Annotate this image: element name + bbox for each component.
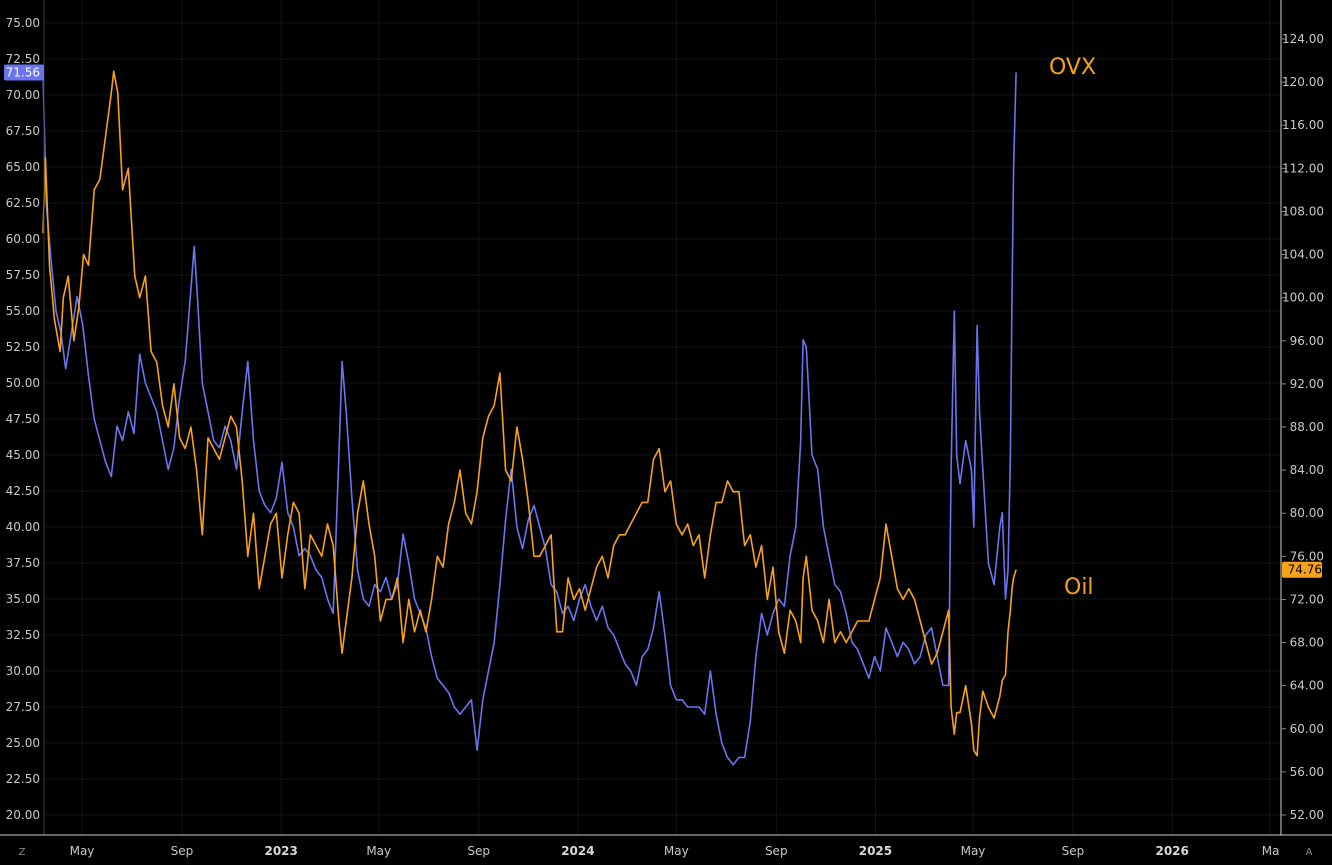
left-tick-label: 55.00 [6,304,40,318]
left-tick-label: 40.00 [6,520,40,534]
left-tick-label: 22.50 [6,772,40,786]
right-tick-label: 100.00 [1282,291,1324,305]
x-tick-label: May [70,844,95,858]
right-tick-label: 68.00 [1290,636,1324,650]
left-tick-label: 42.50 [6,484,40,498]
right-tick-label: 60.00 [1290,722,1324,736]
corner-label-a[interactable]: A [1306,847,1313,858]
time-axis-ticks: May Sep 2023 May Sep 2024 May Sep 2025 May Sep 2026… [70,844,1280,858]
left-tick-label: 72.50 [6,52,40,66]
x-tick-label: Sep [765,844,788,858]
series-line-oil [42,70,1017,757]
x-tick-label: Sep [171,844,194,858]
right-tick-label: 108.00 [1282,204,1324,218]
right-tick-label: 84.00 [1290,463,1324,477]
left-tick-label: 65.00 [6,160,40,174]
right-axis-ticks: 52.00 56.00 60.00 64.00 68.00 72.00 76.00 80.00… [1281,32,1324,822]
left-tick-label: 62.50 [6,196,40,210]
right-tick-label: 124.00 [1282,32,1324,46]
last-value-badge-ovx [4,64,44,81]
right-tick-label: 112.00 [1282,161,1324,175]
annotation-ovx: OVX [1049,55,1096,80]
left-axis-ticks: 20.00 22.50 25.00 27.50 30.00 32.50 35.00 37.50… [6,16,40,822]
annotation-oil: Oil [1064,575,1094,600]
right-tick-label: 92.00 [1290,377,1324,391]
right-tick-label: 104.00 [1282,248,1324,262]
left-tick-label: 52.50 [6,340,40,354]
x-tick-label: Sep [1062,844,1085,858]
right-tick-label: 56.00 [1290,765,1324,779]
last-value-badge-oil [1282,561,1322,578]
left-tick-label: 20.00 [6,808,40,822]
right-tick-label: 96.00 [1290,334,1324,348]
x-tick-label: 2023 [264,844,297,858]
last-value-badges: 71.56 74.76 [4,64,1322,578]
left-tick-label: 50.00 [6,376,40,390]
x-tick-label: 2025 [859,844,892,858]
right-tick-label: 120.00 [1282,75,1324,89]
left-tick-label: 70.00 [6,88,40,102]
x-tick-label: May [664,844,689,858]
right-tick-label: 116.00 [1282,118,1324,132]
left-tick-label: 25.00 [6,736,40,750]
left-tick-label: 60.00 [6,232,40,246]
left-tick-label: 32.50 [6,628,40,642]
left-tick-label: 27.50 [6,700,40,714]
right-tick-label: 76.00 [1290,549,1324,563]
x-tick-label: 2026 [1155,844,1188,858]
left-tick-label: 57.50 [6,268,40,282]
grid [44,0,1281,835]
x-tick-label: Ma [1262,844,1280,858]
left-tick-label: 67.50 [6,124,40,138]
corner-label-z[interactable]: Z [19,847,26,858]
left-tick-label: 47.50 [6,412,40,426]
last-value-label-oil: 74.76 [1288,563,1322,577]
right-tick-label: 80.00 [1290,506,1324,520]
x-tick-label: May [366,844,391,858]
right-tick-label: 52.00 [1290,808,1324,822]
series-annotations: OVX Oil [1049,55,1096,600]
x-tick-label: 2024 [561,844,594,858]
left-tick-label: 75.00 [6,16,40,30]
right-tick-label: 72.00 [1290,592,1324,606]
right-tick-label: 64.00 [1290,679,1324,693]
left-tick-label: 30.00 [6,664,40,678]
right-tick-label: 88.00 [1290,420,1324,434]
left-tick-label: 37.50 [6,556,40,570]
series-layer [42,70,1017,766]
last-value-label-ovx: 71.56 [6,66,40,80]
x-tick-label: May [961,844,986,858]
left-tick-label: 45.00 [6,448,40,462]
x-tick-label: Sep [467,844,490,858]
series-line-ovx [42,72,1017,766]
left-tick-label: 35.00 [6,592,40,606]
